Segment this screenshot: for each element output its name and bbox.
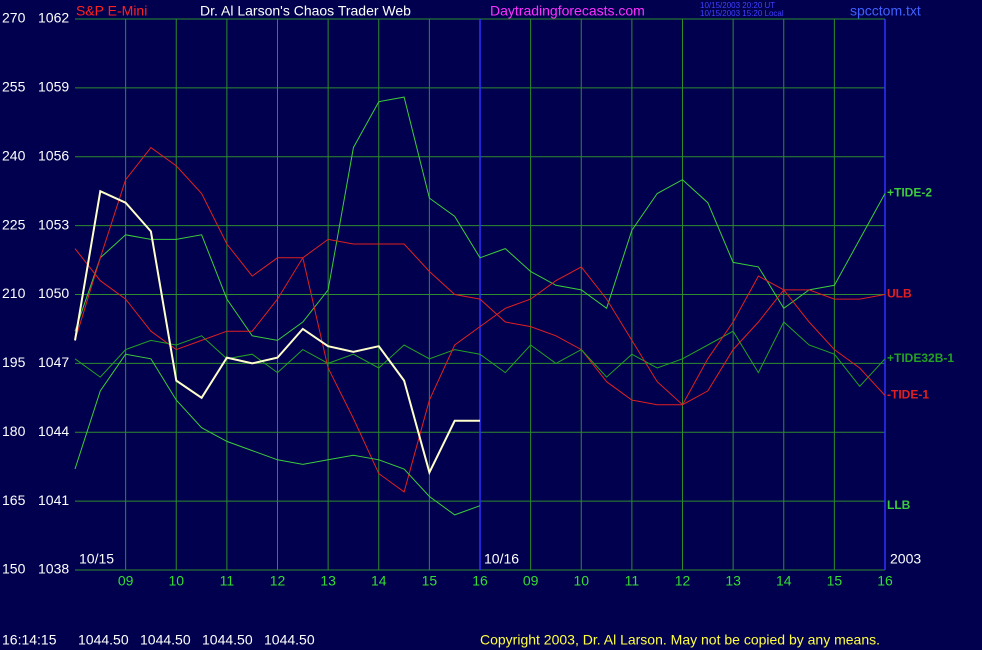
x-tick-label: 14 — [371, 573, 387, 589]
legend-label: +TIDE-2 — [887, 186, 932, 200]
x-tick-label: 14 — [776, 573, 792, 589]
website: Daytradingforecasts.com — [490, 3, 645, 19]
chart-title: Dr. Al Larson's Chaos Trader Web — [200, 3, 411, 19]
timestamp: 10/15/2003 20:20 UT — [700, 1, 775, 10]
series-line — [74, 321, 886, 388]
x-tick-label: 11 — [625, 573, 640, 589]
status-quote: 1044.50 — [264, 632, 315, 648]
y-tick-label: 180 — [2, 423, 26, 439]
series-line — [74, 146, 886, 493]
timestamp: 10/15/2003 15:20 Local — [700, 9, 784, 18]
legend-label: LLB — [887, 498, 911, 512]
y-tick-label: 255 — [2, 79, 26, 95]
x-tick-label: 11 — [220, 573, 235, 589]
x-tick-label: 13 — [725, 573, 741, 589]
x-tick-label: 13 — [320, 573, 336, 589]
y2-tick-label: 1050 — [38, 285, 69, 301]
y-tick-label: 210 — [2, 285, 26, 301]
x-tick-label: 16 — [877, 573, 893, 589]
y-tick-label: 150 — [2, 561, 26, 577]
y-tick-label: 165 — [2, 492, 26, 508]
status-quote: 1044.50 — [140, 632, 191, 648]
year: 2003 — [890, 551, 921, 567]
y2-tick-label: 1044 — [38, 423, 69, 439]
y-tick-label: 225 — [2, 216, 26, 232]
x-tick-label: 10 — [573, 573, 589, 589]
y-tick-label: 195 — [2, 354, 26, 370]
x-tick-label: 16 — [472, 573, 488, 589]
y-tick-label: 270 — [2, 10, 26, 26]
y2-tick-label: 1047 — [38, 354, 69, 370]
status-time: 16:14:15 — [2, 632, 57, 648]
series-line — [74, 96, 886, 341]
legend-label: +TIDE32B-1 — [887, 351, 954, 365]
copyright: Copyright 2003, Dr. Al Larson. May not b… — [480, 632, 880, 648]
y2-tick-label: 1041 — [38, 492, 69, 508]
y2-tick-label: 1038 — [38, 561, 69, 577]
series-line — [74, 353, 481, 516]
legend-label: ULB — [887, 287, 912, 301]
instrument: S&P E-Mini — [76, 3, 147, 19]
x-tick-label: 12 — [675, 573, 691, 589]
series-line — [74, 238, 886, 406]
status-quote: 1044.50 — [202, 632, 253, 648]
status-quote: 1044.50 — [78, 632, 129, 648]
y2-tick-label: 1053 — [38, 216, 69, 232]
x-tick-label: 12 — [270, 573, 286, 589]
date-label: 10/15 — [79, 551, 114, 567]
x-tick-label: 09 — [118, 573, 134, 589]
price-line — [74, 189, 480, 476]
x-tick-label: 15 — [827, 573, 843, 589]
x-tick-label: 09 — [523, 573, 539, 589]
filename: spcctom.txt — [850, 3, 921, 19]
x-tick-label: 15 — [422, 573, 438, 589]
y-tick-label: 240 — [2, 147, 26, 163]
legend-label: -TIDE-1 — [887, 388, 929, 402]
y2-tick-label: 1056 — [38, 147, 69, 163]
x-tick-label: 10 — [168, 573, 184, 589]
date-label: 10/16 — [484, 551, 519, 567]
y2-tick-label: 1062 — [38, 10, 69, 26]
y2-tick-label: 1059 — [38, 79, 69, 95]
